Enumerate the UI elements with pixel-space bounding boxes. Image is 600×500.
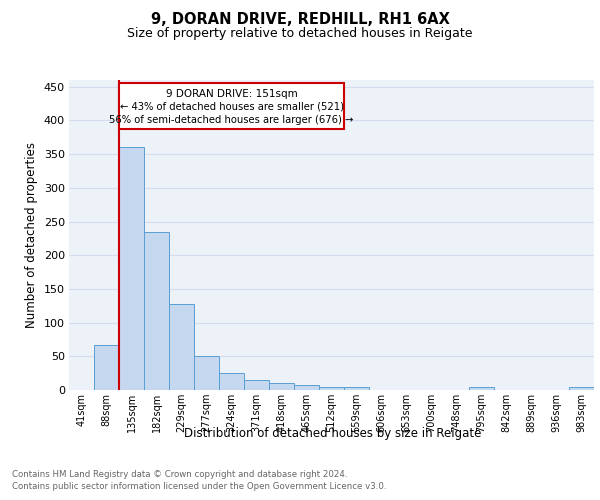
Text: 56% of semi-detached houses are larger (676) →: 56% of semi-detached houses are larger (… <box>109 115 353 125</box>
Bar <box>344 386 369 390</box>
Bar <box>244 380 269 390</box>
Text: Distribution of detached houses by size in Reigate: Distribution of detached houses by size … <box>184 428 482 440</box>
Bar <box>319 386 344 390</box>
Text: ← 43% of detached houses are smaller (521): ← 43% of detached houses are smaller (52… <box>119 102 343 112</box>
Text: Size of property relative to detached houses in Reigate: Size of property relative to detached ho… <box>127 28 473 40</box>
Bar <box>294 386 319 390</box>
Text: Contains HM Land Registry data © Crown copyright and database right 2024.: Contains HM Land Registry data © Crown c… <box>12 470 347 479</box>
Bar <box>169 304 194 390</box>
Text: 9 DORAN DRIVE: 151sqm: 9 DORAN DRIVE: 151sqm <box>166 88 298 99</box>
Bar <box>569 388 594 390</box>
Bar <box>469 388 494 390</box>
Text: Contains public sector information licensed under the Open Government Licence v3: Contains public sector information licen… <box>12 482 386 491</box>
Y-axis label: Number of detached properties: Number of detached properties <box>25 142 38 328</box>
Bar <box>94 345 119 390</box>
Bar <box>269 384 294 390</box>
Text: 9, DORAN DRIVE, REDHILL, RH1 6AX: 9, DORAN DRIVE, REDHILL, RH1 6AX <box>151 12 449 28</box>
Bar <box>219 373 244 390</box>
Bar <box>194 356 219 390</box>
Bar <box>144 232 169 390</box>
FancyBboxPatch shape <box>119 84 344 128</box>
Bar <box>119 148 144 390</box>
